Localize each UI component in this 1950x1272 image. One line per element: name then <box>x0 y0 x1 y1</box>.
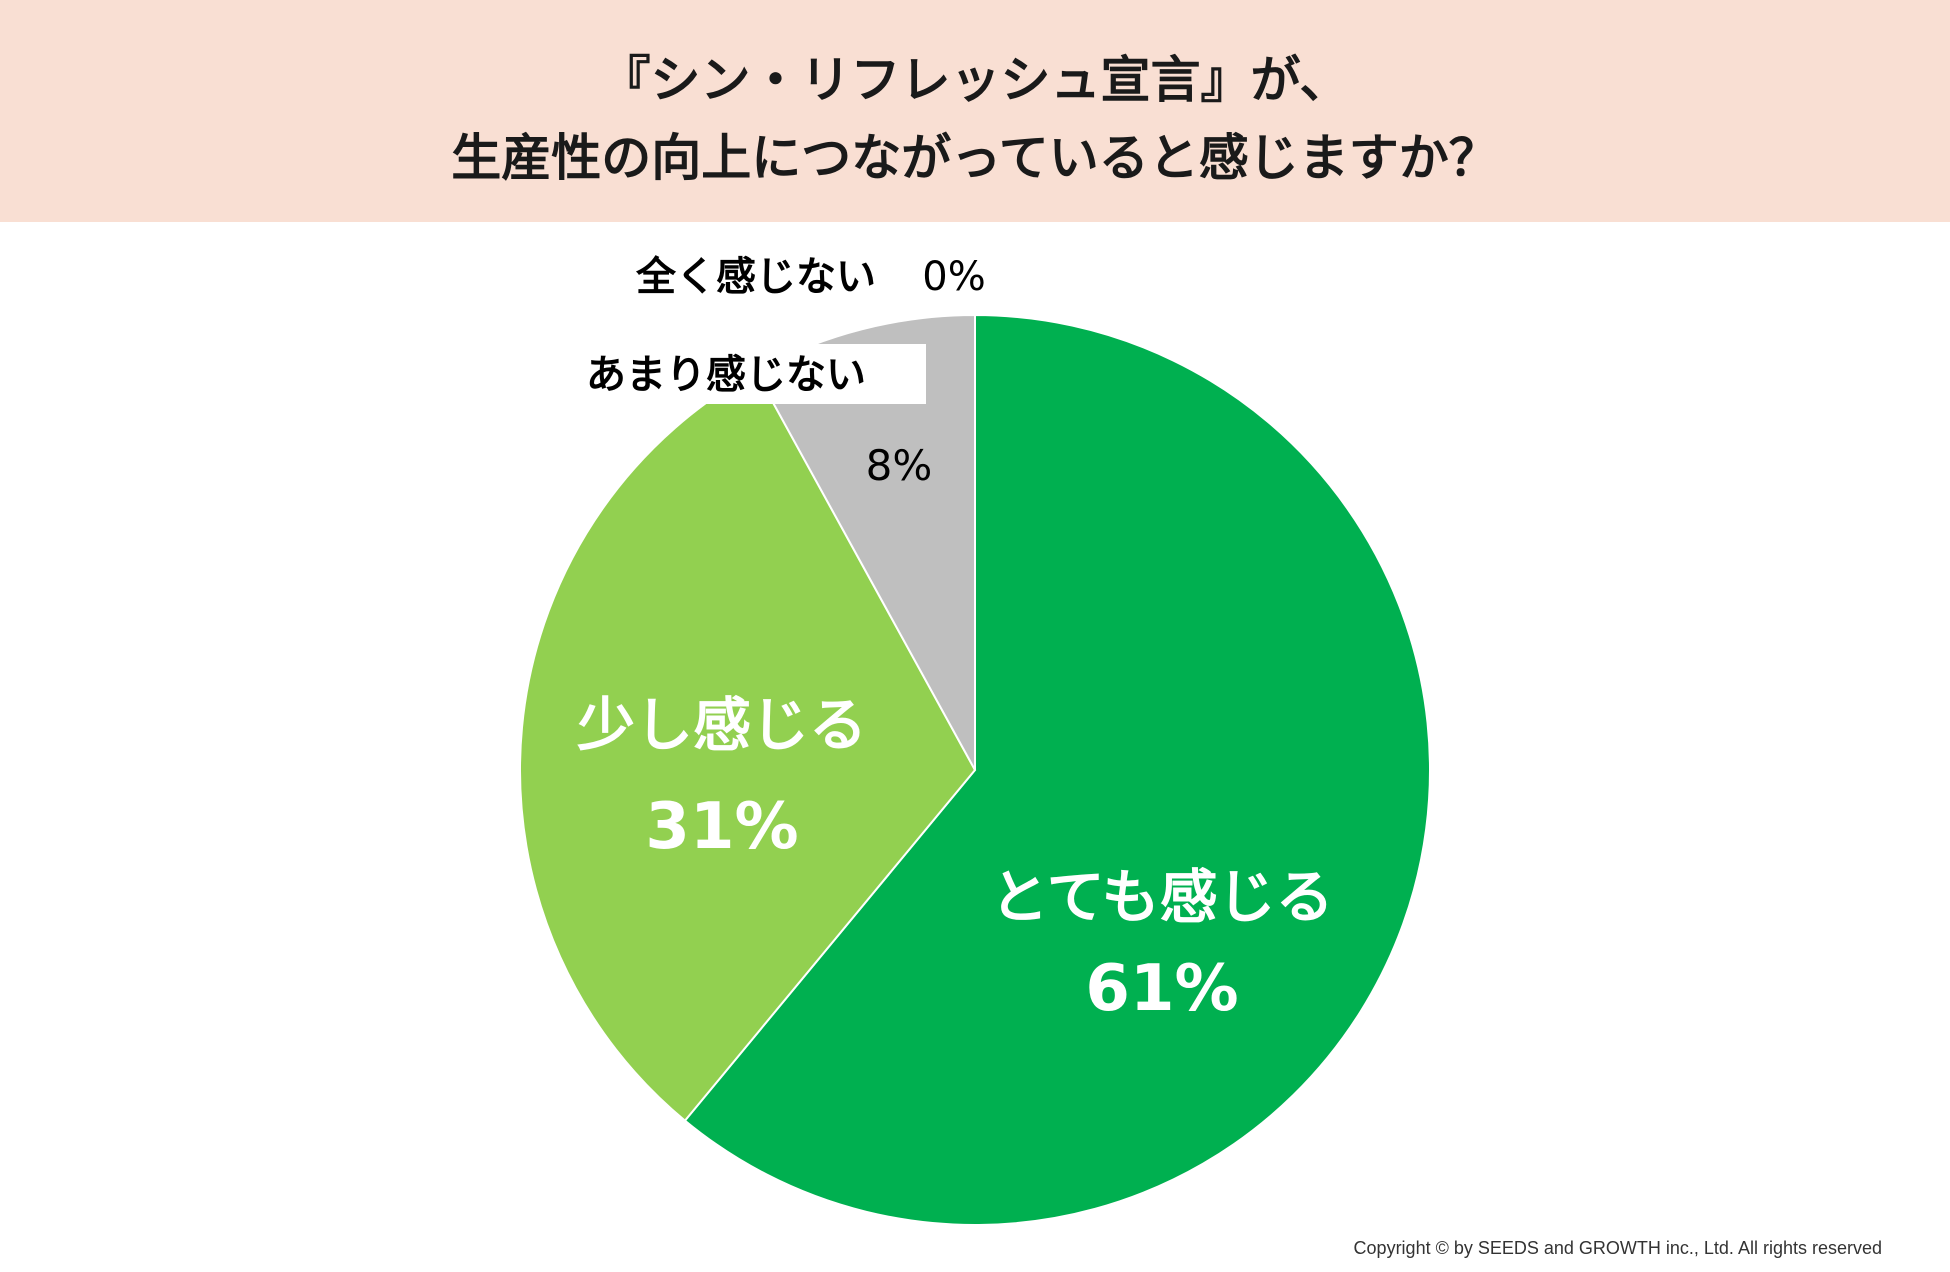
slice-2-wedge <box>519 369 977 1122</box>
slice-3-value: 8% <box>866 441 933 490</box>
slice-1-value: 61% <box>1085 952 1238 1026</box>
slice-2-value: 31% <box>645 790 798 864</box>
slice-1-wedge <box>683 313 1431 1226</box>
slice-1-label: とても感じる <box>990 863 1333 931</box>
slice-3-label-box <box>578 344 926 404</box>
slice-4-label: 全く感じない <box>635 254 876 300</box>
chart-title-line-1: 『シン・リフレッシュ宣言』が、 <box>600 51 1350 109</box>
title-banner: 『シン・リフレッシュ宣言』が、 生産性の向上につながっていると感じますか？ <box>0 0 1950 222</box>
slice-3-label: あまり感じない <box>586 352 866 398</box>
slice-4-value: 0% <box>922 254 985 300</box>
chart-title-line-2: 生産性の向上につながっていると感じますか？ <box>451 129 1499 187</box>
copyright-notice: Copyright © by SEEDS and GROWTH inc., Lt… <box>1353 1238 1882 1258</box>
slice-2-label: 少し感じる <box>577 691 867 759</box>
